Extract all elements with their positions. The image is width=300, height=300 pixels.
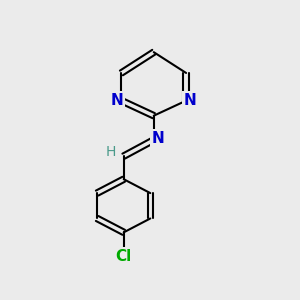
Text: N: N xyxy=(111,93,124,108)
Text: N: N xyxy=(152,131,164,146)
Text: Cl: Cl xyxy=(116,249,132,264)
Text: H: H xyxy=(106,145,116,159)
Text: N: N xyxy=(184,93,197,108)
